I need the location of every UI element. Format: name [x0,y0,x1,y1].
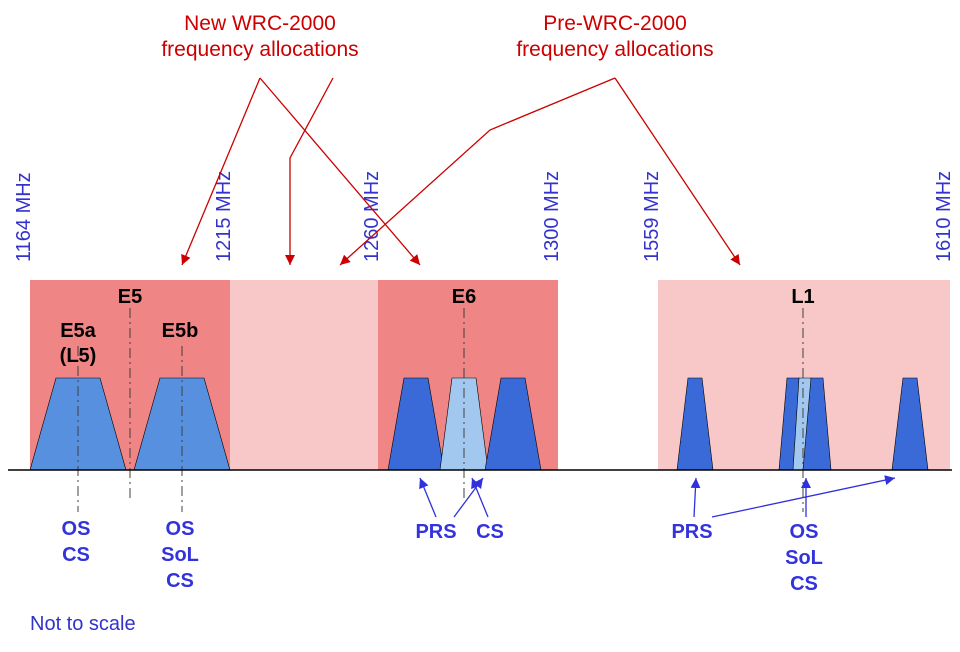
service-label: OS [790,521,819,543]
freq-label: 1559 MHz [641,171,663,262]
service-label: PRS [415,521,456,543]
band-label: E5b [162,320,199,342]
service-label: CS [476,521,504,543]
annotation-label: frequency allocations [516,38,713,61]
annotation-label: Pre-WRC-2000 [543,12,687,35]
band-label: L1 [791,286,814,308]
freq-label: 1215 MHz [213,171,235,262]
service-label: OS [62,518,91,540]
band-label: E6 [452,286,476,308]
service-arrow [472,478,488,517]
scale-note: Not to scale [30,613,136,635]
service-label: CS [62,544,90,566]
band-label: E5 [118,286,142,308]
freq-label: 1300 MHz [541,171,563,262]
freq-label: 1164 MHz [13,172,35,262]
service-label: SoL [161,544,199,566]
freq-label: 1260 MHz [361,171,383,262]
service-label: PRS [671,521,712,543]
annotation-label: New WRC-2000 [184,12,336,35]
service-arrow [694,478,696,517]
band-label: E5a [60,320,96,342]
annotation-arrow [260,78,420,265]
annotation-arrow [615,78,740,265]
service-arrow [454,478,483,517]
service-label: OS [166,518,195,540]
annotation-arrow [290,78,333,265]
gap-block-1 [230,280,378,470]
service-label: CS [790,573,818,595]
service-label: CS [166,570,194,592]
annotation-label: frequency allocations [161,38,358,61]
service-arrow [420,478,436,517]
freq-label: 1610 MHz [933,171,955,262]
service-label: SoL [785,547,823,569]
band-label: (L5) [60,345,97,367]
